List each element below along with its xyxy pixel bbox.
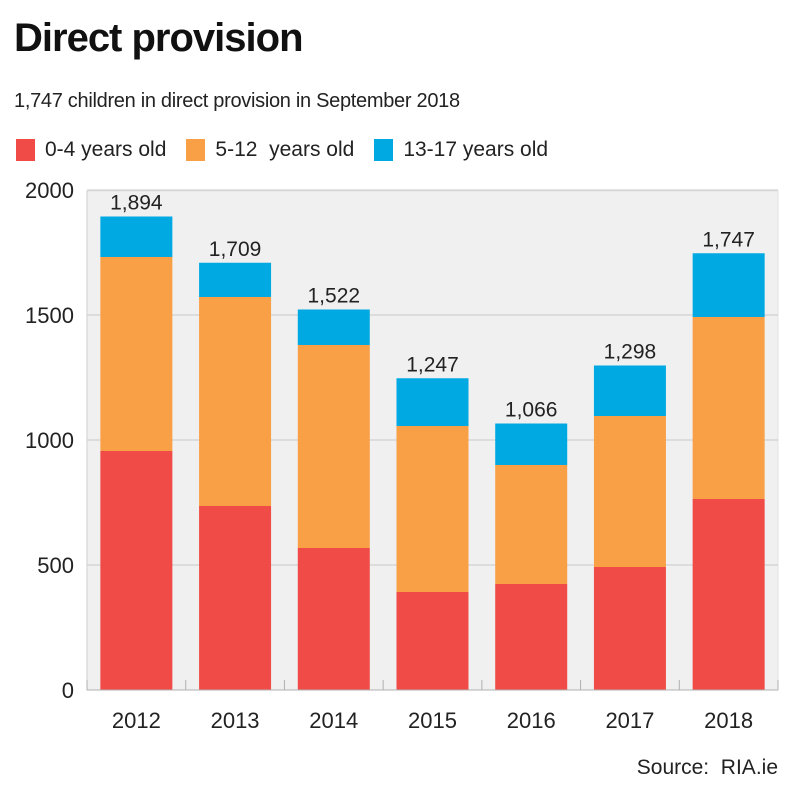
bars (100, 216, 765, 690)
bar-2017-series-2 (593, 365, 666, 416)
total-label-2015: 1,247 (406, 353, 459, 376)
legend-swatch-5-12 (186, 139, 206, 161)
total-label-2014: 1,522 (308, 285, 361, 308)
bar-2014-series-1 (297, 345, 370, 548)
y-tick-label-0: 0 (62, 678, 74, 703)
total-labels: 1,894 1,709 1,522 1,247 1,066 1,298 1,747 (110, 192, 755, 422)
legend-item-5-12: 5-12 years old (186, 138, 354, 162)
x-tick-label-2016: 2016 (507, 708, 556, 733)
bar-2012-series-1 (100, 257, 173, 451)
y-tick-label-2000: 2000 (25, 178, 74, 203)
y-tick-label-500: 500 (37, 553, 74, 578)
bar-2017-series-0 (593, 567, 666, 690)
total-label-2018: 1,747 (702, 228, 755, 251)
bar-2015-series-2 (396, 378, 469, 426)
legend: 0-4 years old 5-12 years old 13-17 years… (16, 138, 568, 162)
bar-2015-series-1 (396, 426, 469, 592)
total-label-2016: 1,066 (505, 399, 558, 422)
bar-2012-series-2 (100, 216, 173, 257)
x-axis: 2012 2013 2014 2015 2016 2017 2018 (86, 680, 779, 733)
y-axis: 0 500 1000 1500 2000 (25, 178, 88, 703)
x-tick-label-2012: 2012 (112, 708, 161, 733)
legend-label-13-17: 13-17 years old (403, 138, 549, 161)
bar-2016-series-2 (495, 423, 568, 465)
x-tick-label-2018: 2018 (704, 708, 753, 733)
bar-2014-series-0 (297, 548, 370, 690)
x-tick-label-2014: 2014 (309, 708, 358, 733)
legend-item-13-17: 13-17 years old (374, 138, 548, 162)
legend-swatch-13-17 (374, 139, 394, 161)
legend-label-5-12: 5-12 years old (215, 138, 355, 161)
x-tick-label-2015: 2015 (408, 708, 457, 733)
bar-2015-series-0 (396, 592, 469, 690)
bar-2018-series-1 (692, 317, 765, 499)
legend-item-0-4: 0-4 years old (16, 138, 166, 162)
bar-2016-series-0 (495, 584, 568, 690)
bar-2014-series-2 (297, 309, 370, 345)
bar-2012-series-0 (100, 451, 173, 690)
y-tick-label-1000: 1000 (25, 428, 74, 453)
total-label-2013: 1,709 (209, 238, 262, 261)
bar-2017-series-1 (593, 416, 666, 567)
source-note: Source: RIA.ie (636, 756, 778, 779)
total-label-2017: 1,298 (604, 341, 657, 364)
chart-subtitle: 1,747 children in direct provision in Se… (14, 90, 460, 112)
x-tick-label-2017: 2017 (605, 708, 654, 733)
x-tick-label-2013: 2013 (211, 708, 260, 733)
bar-2018-series-2 (692, 253, 765, 317)
bar-2013-series-0 (199, 506, 272, 690)
legend-label-0-4: 0-4 years old (45, 138, 167, 161)
total-label-2012: 1,894 (110, 192, 163, 215)
legend-swatch-0-4 (16, 139, 35, 161)
bar-2016-series-1 (495, 465, 568, 584)
bar-2018-series-0 (692, 499, 765, 690)
y-tick-label-1500: 1500 (25, 303, 74, 328)
bar-2013-series-1 (199, 297, 272, 506)
chart-title: Direct provision (14, 16, 304, 60)
bar-2013-series-2 (199, 262, 272, 297)
